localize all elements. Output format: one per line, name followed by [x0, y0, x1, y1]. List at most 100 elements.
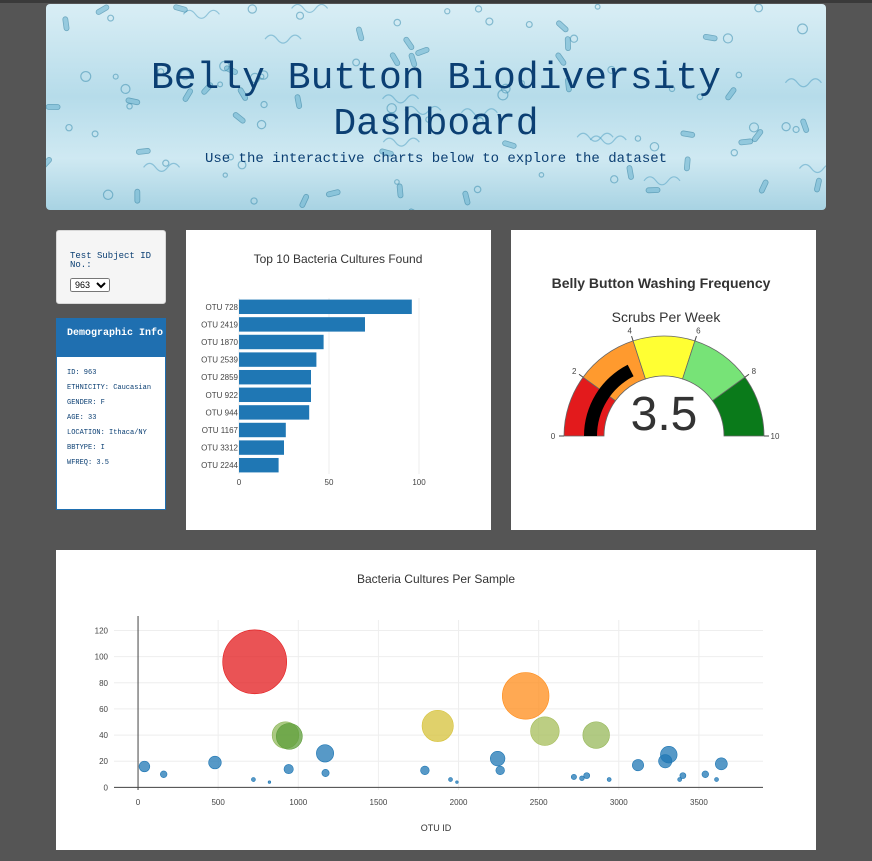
bubble-marker[interactable] [222, 629, 287, 695]
bubble-marker[interactable] [502, 672, 550, 720]
bubble-marker[interactable] [448, 777, 453, 782]
bacteria-rod-shape [626, 165, 634, 180]
bacteria-rod-shape [408, 52, 418, 68]
bacteria-spiral-shape [291, 4, 329, 14]
bubble-marker[interactable] [267, 780, 272, 784]
bubble-marker[interactable] [658, 754, 673, 769]
bacteria-cocci-shape [256, 119, 267, 130]
bubble-marker[interactable] [606, 777, 612, 782]
bacteria-cocci-shape [247, 4, 258, 14]
bacteria-cocci-shape [473, 185, 482, 194]
bar[interactable] [239, 334, 324, 350]
bacteria-rod-shape [403, 36, 415, 51]
bubble-marker[interactable] [251, 777, 256, 782]
bubble-marker[interactable] [679, 772, 687, 779]
bacteria-cocci-shape [500, 83, 511, 94]
bar[interactable] [239, 387, 311, 403]
bar-x-tick-label: 0 [237, 478, 242, 487]
bacteria-rod-shape [565, 77, 572, 93]
bacteria-rod-shape [134, 188, 141, 204]
bacteria-cocci-shape [792, 125, 800, 134]
bacteria-cocci-shape [497, 89, 509, 101]
bubble-x-tick-label: 1000 [289, 798, 307, 807]
bubble-marker[interactable] [632, 759, 644, 772]
washing-frequency-gauge[interactable]: Belly Button Washing Frequency Scrubs Per… [511, 230, 816, 530]
bubble-marker[interactable] [715, 757, 728, 771]
bubble-marker[interactable] [579, 775, 585, 781]
bacteria-rod-shape [556, 20, 569, 33]
bacteria-rod-shape [201, 82, 214, 95]
gauge-value-bar [584, 364, 634, 436]
bacteria-rod-shape [396, 183, 404, 199]
bubble-marker[interactable] [582, 721, 610, 749]
bacteria-spiral-shape [264, 34, 302, 44]
bacteria-cocci-shape [107, 14, 115, 22]
bacteria-spiral-shape [182, 9, 220, 19]
bar[interactable] [239, 369, 311, 385]
bubble-marker[interactable] [283, 764, 294, 775]
bacteria-rod-shape [564, 36, 571, 52]
bacteria-rod-shape [758, 179, 769, 194]
bacteria-rod-shape [408, 208, 423, 210]
bar-category-label: OTU 3312 [201, 444, 238, 453]
bacteria-cocci-shape [91, 130, 99, 138]
bacteria-cocci-shape [217, 81, 224, 88]
bacteria-cocci-shape [730, 148, 739, 157]
bubble-x-tick-label: 2000 [450, 798, 468, 807]
bacteria-rod-shape [645, 187, 661, 194]
bar[interactable] [239, 405, 310, 420]
bacteria-cocci-shape [607, 65, 616, 74]
bar[interactable] [239, 457, 279, 473]
bar[interactable] [239, 352, 317, 367]
bubble-marker[interactable] [208, 755, 222, 770]
bubble-marker[interactable] [530, 716, 560, 746]
subject-id-dropdown[interactable]: 963 [70, 278, 110, 292]
bacteria-rod-shape [182, 88, 194, 102]
bubble-marker[interactable] [455, 780, 459, 784]
bacteria-rod-shape [814, 177, 822, 193]
bacteria-rod-shape [683, 156, 691, 172]
bacteria-cocci-shape [525, 20, 533, 29]
bacteria-rod-shape [800, 118, 810, 133]
bacteria-cocci-shape [157, 68, 165, 76]
bubble-marker[interactable] [714, 777, 719, 782]
bacteria-cocci-shape [222, 172, 228, 178]
bar[interactable] [239, 440, 284, 455]
demographic-row: GENDER: F [67, 399, 105, 407]
bubble-marker[interactable] [420, 765, 430, 776]
bubble-marker[interactable] [138, 760, 151, 773]
bar-category-label: OTU 728 [206, 303, 239, 312]
bacteria-spiral-shape [143, 162, 181, 172]
bubble-marker[interactable] [677, 777, 682, 782]
bacteria-cocci-shape [393, 18, 402, 27]
bubble-y-tick-label: 60 [99, 705, 108, 714]
bubble-marker[interactable] [160, 770, 168, 778]
bacteria-rod-shape [135, 148, 151, 155]
bacteria-spiral-shape [784, 78, 822, 88]
bubble-x-tick-label: 500 [211, 798, 225, 807]
bubble-marker[interactable] [570, 773, 577, 780]
bacteria-cocci-shape [394, 179, 400, 185]
bubble-marker[interactable] [321, 769, 330, 777]
bubble-chart[interactable]: Bacteria Cultures Per Sample 0 20 40 60 80 100… [56, 550, 816, 850]
gauge-tick-label: 6 [696, 326, 701, 335]
gauge-tick [694, 335, 697, 342]
gauge-subtitle: Scrubs Per Week [612, 309, 722, 325]
bubble-marker[interactable] [489, 750, 506, 767]
bubble-marker[interactable] [583, 772, 591, 779]
bubble-marker[interactable] [276, 723, 303, 750]
top10-bar-chart[interactable]: Top 10 Bacteria Cultures Found 0 50 100 OTU … [186, 230, 491, 530]
bacteria-rod-shape [237, 87, 249, 101]
bubble-marker[interactable] [421, 709, 454, 742]
bubble-marker[interactable] [316, 744, 335, 763]
bar[interactable] [239, 317, 365, 332]
bacteria-spiral-shape [382, 94, 420, 104]
bubble-marker[interactable] [701, 770, 709, 778]
bubble-marker[interactable] [495, 765, 505, 776]
bar[interactable] [239, 422, 286, 438]
gauge-tick-label: 8 [752, 367, 757, 376]
bar[interactable] [239, 299, 412, 315]
bacteria-cocci-shape [476, 117, 484, 125]
bacteria-rod-shape [680, 130, 696, 138]
gauge-tick-label: 2 [572, 367, 577, 376]
